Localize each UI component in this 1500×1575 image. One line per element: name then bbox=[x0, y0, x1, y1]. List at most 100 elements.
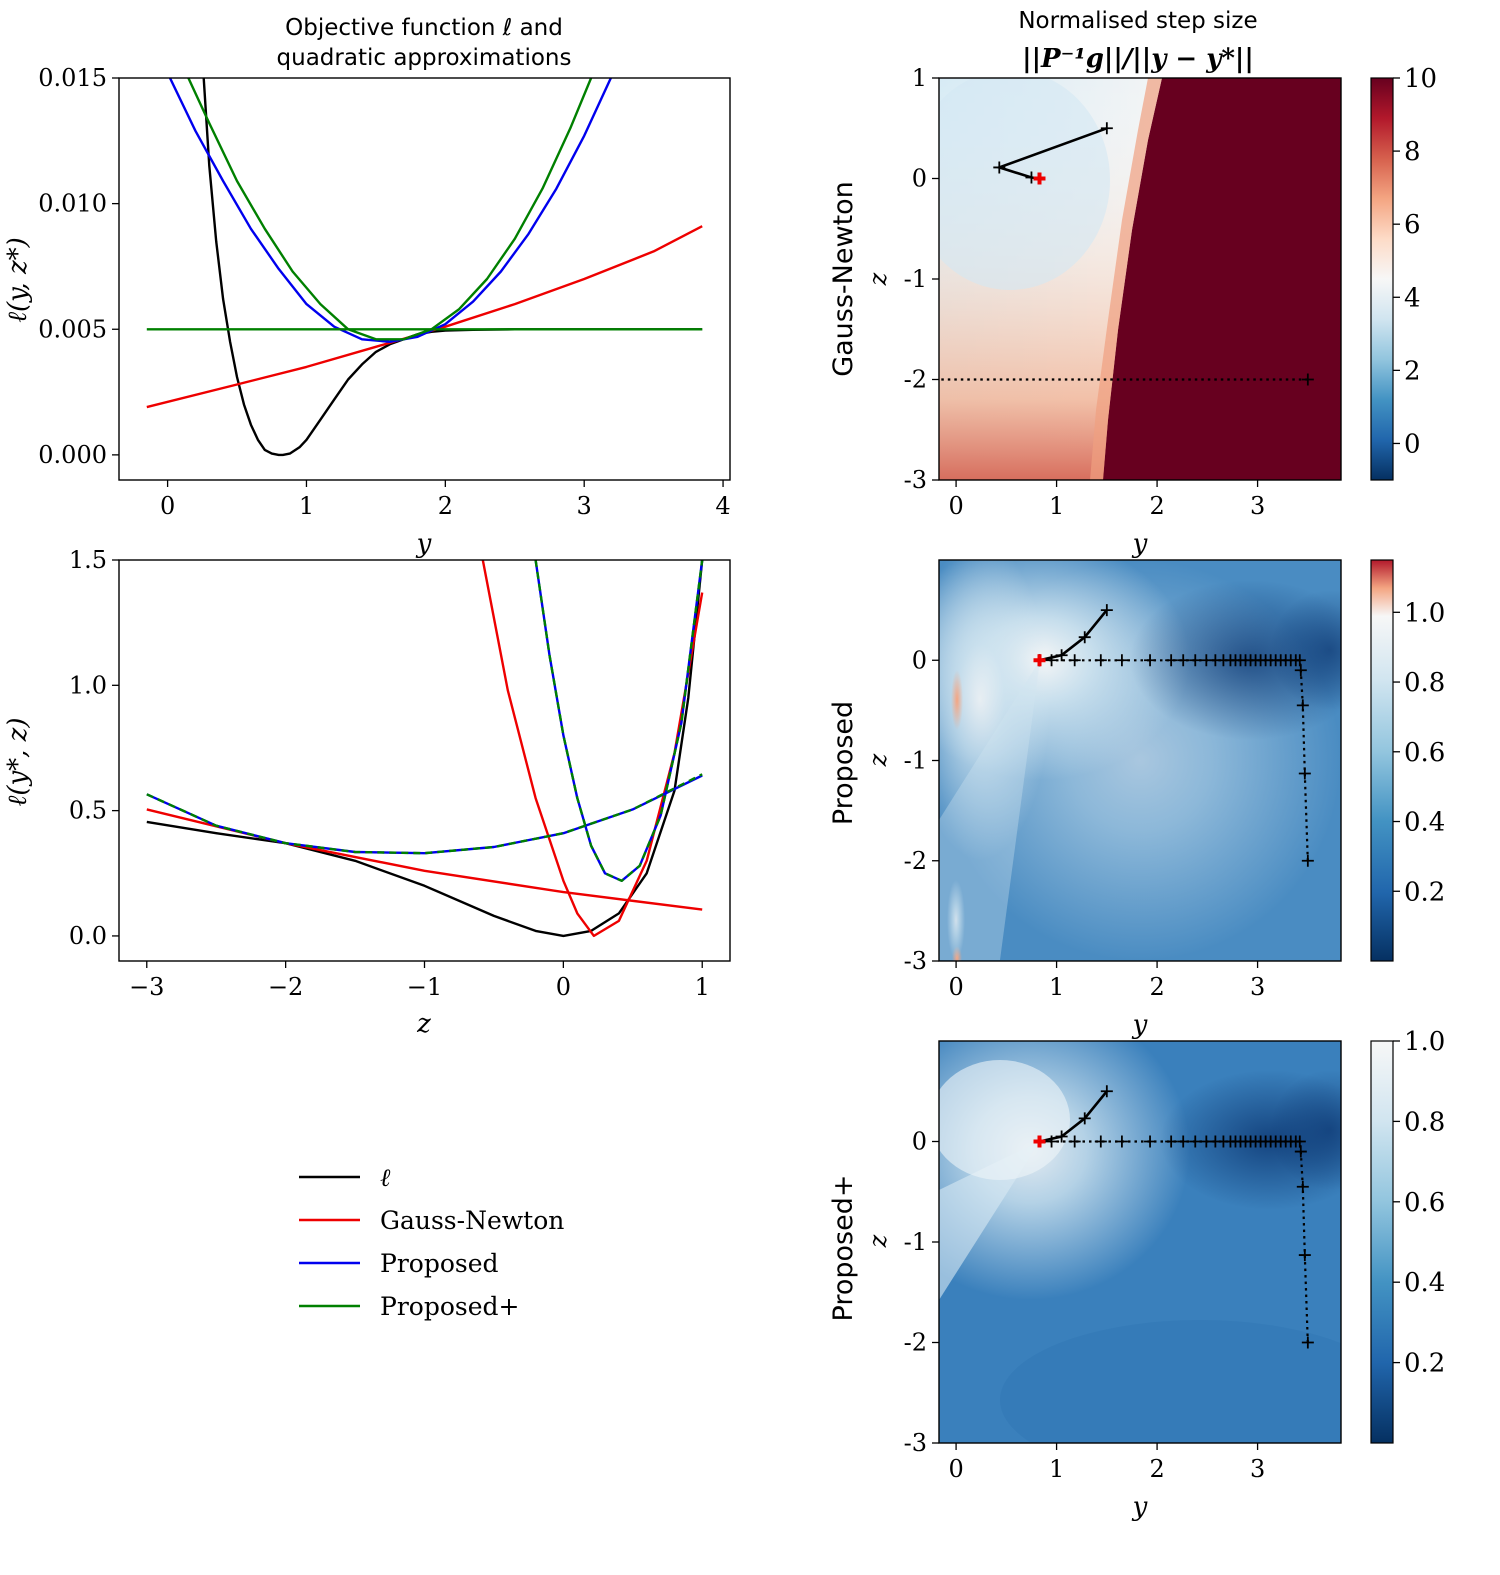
y-tick-label: -1 bbox=[904, 265, 927, 293]
y-tick-label: 1.0 bbox=[69, 671, 107, 699]
x-axis-label: y bbox=[416, 529, 432, 559]
y-tick-label: -2 bbox=[904, 366, 927, 394]
chart-title-line-2: quadratic approximations bbox=[277, 45, 572, 71]
plot-frame bbox=[118, 77, 731, 481]
y-tick-label: 0 bbox=[912, 1128, 927, 1156]
series-line-proposed bbox=[168, 78, 613, 343]
colorbar-tick-label: 10 bbox=[1404, 64, 1437, 94]
trajectory-marker bbox=[1094, 654, 1107, 667]
trajectory-marker bbox=[1068, 654, 1081, 667]
objective-z-plot: −3 −2 −1 0 1 0.0 0.5 1.0 1.5 z ℓ(y*, z) bbox=[3, 546, 731, 1039]
trajectory-marker bbox=[1294, 1145, 1307, 1158]
trajectory-marker bbox=[1189, 654, 1202, 667]
trajectory-marker bbox=[993, 161, 1006, 174]
series-line- bbox=[202, 78, 703, 457]
chart-title-line-1: Normalised step size bbox=[1018, 8, 1257, 34]
trajectory-marker bbox=[1055, 1130, 1068, 1143]
optimum-marker bbox=[1033, 654, 1046, 667]
x-tick-label: 4 bbox=[715, 492, 730, 520]
y-axis-label: z bbox=[864, 272, 892, 286]
x-tick-label: 1 bbox=[299, 492, 314, 520]
x-tick-label: 2 bbox=[438, 492, 453, 520]
colorbar-tick-label: 0.2 bbox=[1404, 877, 1445, 907]
trajectory-marker bbox=[1094, 1135, 1107, 1148]
colorbar-tick-label: 0 bbox=[1404, 429, 1421, 459]
y-tick-label: 0.0 bbox=[69, 922, 107, 950]
y-tick-label: -1 bbox=[904, 747, 927, 775]
y-tick-label: -3 bbox=[904, 947, 927, 975]
objective-y-plot: Objective function ℓ and quadratic appro… bbox=[3, 15, 731, 559]
trajectory-marker bbox=[1055, 649, 1068, 662]
y-tick-label: 0 bbox=[912, 165, 927, 193]
trajectory-marker bbox=[1078, 631, 1091, 644]
x-tick-label: 2 bbox=[1149, 973, 1164, 1001]
trajectory-marker bbox=[1294, 664, 1307, 677]
colorbar-tick-label: 0.4 bbox=[1404, 808, 1445, 838]
trajectory-marker bbox=[1144, 1135, 1157, 1148]
y-tick-label: 0.005 bbox=[38, 315, 107, 343]
colorbar-tick-label: 0.8 bbox=[1404, 668, 1445, 698]
trajectory-solid bbox=[1039, 609, 1108, 662]
legend-label: Gauss-Newton bbox=[380, 1206, 564, 1235]
plot-frame bbox=[938, 559, 1342, 962]
series-line-gauss-newton bbox=[146, 225, 703, 409]
colorbar-tick-label: 1.0 bbox=[1404, 1027, 1445, 1057]
chart-title-line-2: ||P⁻¹g||/||y − y*|| bbox=[1022, 44, 1254, 74]
plot-frame bbox=[938, 1040, 1342, 1444]
legend-label: ℓ bbox=[380, 1163, 391, 1192]
trajectory-marker bbox=[1200, 1135, 1213, 1148]
x-axis-label: y bbox=[1132, 1492, 1148, 1522]
proposed-heatmap: 0 1 2 3 0 -1 -2 -3 y z Proposed 0.2 0.4 0.6 0.8 1.0 bbox=[828, 559, 1445, 1040]
trajectory-marker bbox=[1078, 1112, 1091, 1125]
heatmap-background bbox=[939, 78, 1341, 480]
x-tick-label: −2 bbox=[268, 973, 303, 1001]
chart-title-line-1: Objective function ℓ and bbox=[285, 15, 563, 41]
x-tick-label: 3 bbox=[1250, 1455, 1265, 1483]
trajectory-marker bbox=[1298, 767, 1311, 780]
colorbar bbox=[1370, 559, 1394, 962]
plot-frame bbox=[938, 77, 1342, 481]
trajectory-marker bbox=[1301, 1336, 1314, 1349]
trajectory-marker bbox=[1301, 854, 1314, 867]
colorbar-tick-label: 0.2 bbox=[1404, 1349, 1445, 1379]
heatmap-background bbox=[939, 560, 1341, 961]
colorbar-tick-label: 4 bbox=[1404, 283, 1421, 313]
y-axis-label: ℓ(y*, z) bbox=[3, 717, 33, 806]
trajectory-marker bbox=[1115, 1135, 1128, 1148]
x-tick-label: 2 bbox=[1149, 492, 1164, 520]
method-label: Gauss-Newton bbox=[828, 181, 859, 377]
colorbar-tick-label: 0.6 bbox=[1404, 738, 1445, 768]
trajectory-marker bbox=[1144, 654, 1157, 667]
y-tick-label: -2 bbox=[904, 847, 927, 875]
colorbar bbox=[1370, 77, 1394, 481]
colorbar-tick-label: 0.8 bbox=[1404, 1107, 1445, 1137]
x-tick-label: 0 bbox=[948, 492, 963, 520]
x-tick-label: 0 bbox=[948, 1455, 963, 1483]
y-tick-label: 1 bbox=[912, 64, 927, 92]
plot-frame bbox=[118, 559, 731, 962]
y-tick-label: 0.5 bbox=[69, 797, 107, 825]
x-tick-label: −3 bbox=[129, 973, 164, 1001]
optimum-marker bbox=[1033, 1135, 1046, 1148]
gauss-newton-heatmap: Normalised step size ||P⁻¹g||/||y − y*||… bbox=[828, 8, 1437, 559]
heatmap-background bbox=[939, 1041, 1341, 1443]
y-axis-label: ℓ(y, z*) bbox=[3, 237, 33, 323]
x-tick-label: 3 bbox=[1250, 492, 1265, 520]
x-axis-label: y bbox=[1132, 1010, 1148, 1040]
trajectory-marker bbox=[1100, 122, 1113, 135]
colorbar-tick-label: 2 bbox=[1404, 356, 1421, 386]
optimum-marker bbox=[1033, 172, 1046, 185]
trajectory-marker bbox=[1200, 654, 1213, 667]
y-tick-label: -2 bbox=[904, 1329, 927, 1357]
y-tick-label: -1 bbox=[904, 1228, 927, 1256]
series-line-proposed-narrow bbox=[534, 560, 704, 882]
x-tick-label: 0 bbox=[556, 973, 571, 1001]
y-tick-label: 0 bbox=[912, 646, 927, 674]
trajectory-marker bbox=[1100, 604, 1113, 617]
trajectory-marker bbox=[1165, 654, 1178, 667]
colorbar-tick-label: 0.4 bbox=[1404, 1268, 1445, 1298]
trajectory-marker bbox=[1298, 1249, 1311, 1262]
series-line-gauss-newton-tangent bbox=[146, 808, 703, 911]
colorbar-tick-label: 1.0 bbox=[1404, 598, 1445, 628]
